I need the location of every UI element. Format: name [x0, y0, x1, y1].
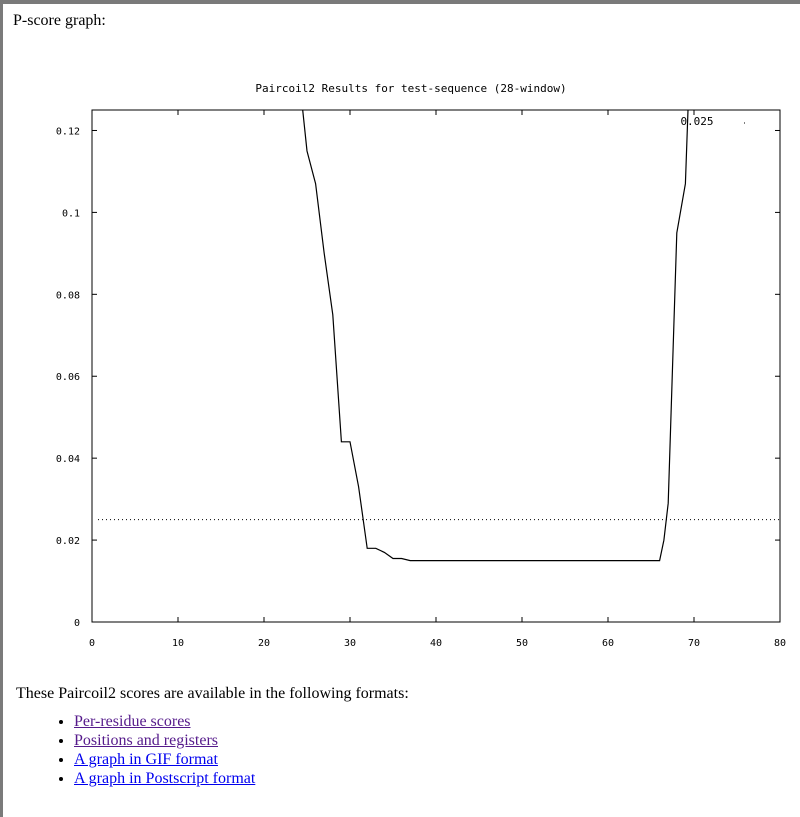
- plot-frame: [91, 109, 781, 623]
- list-item: A graph in Postscript format: [74, 769, 255, 788]
- pscore-chart: Paircoil2 Results for test-sequence (28-…: [0, 70, 800, 660]
- formats-text: These Paircoil2 scores are available in …: [16, 685, 409, 702]
- list-item: Positions and registers: [74, 731, 255, 750]
- pscore-chart-svg: Paircoil2 Results for test-sequence (28-…: [56, 82, 786, 649]
- x-tick-label: 10: [172, 638, 184, 649]
- gif-graph-link[interactable]: A graph in GIF format: [74, 751, 218, 768]
- x-tick-label: 50: [516, 638, 528, 649]
- y-tick-label: 0.08: [56, 290, 80, 301]
- y-tick-label: 0.04: [56, 454, 80, 465]
- y-tick-label: 0.1: [62, 208, 80, 219]
- positions-registers-link[interactable]: Positions and registers: [74, 732, 218, 749]
- x-tick-label: 80: [774, 638, 786, 649]
- list-item: A graph in GIF format: [74, 750, 255, 769]
- series-line: [302, 109, 689, 562]
- per-residue-scores-link[interactable]: Per-residue scores: [74, 713, 191, 730]
- list-item: Per-residue scores: [74, 712, 255, 731]
- x-tick-label: 70: [688, 638, 700, 649]
- y-tick-label: 0: [74, 618, 80, 629]
- y-tick-label: 0.12: [56, 126, 80, 137]
- x-tick-label: 0: [89, 638, 95, 649]
- x-tick-label: 20: [258, 638, 270, 649]
- x-tick-label: 40: [430, 638, 442, 649]
- window-frame-top: [0, 0, 800, 4]
- threshold-label: 0.025: [680, 115, 713, 128]
- page-heading: P-score graph:: [13, 12, 106, 29]
- y-tick-label: 0.06: [56, 372, 80, 383]
- format-links-list: Per-residue scores Positions and registe…: [36, 712, 255, 788]
- y-tick-label: 0.02: [56, 536, 80, 547]
- x-tick-label: 60: [602, 638, 614, 649]
- postscript-graph-link[interactable]: A graph in Postscript format: [74, 770, 256, 787]
- chart-title: Paircoil2 Results for test-sequence (28-…: [255, 82, 566, 95]
- x-tick-label: 30: [344, 638, 356, 649]
- window-frame-left: [0, 0, 3, 817]
